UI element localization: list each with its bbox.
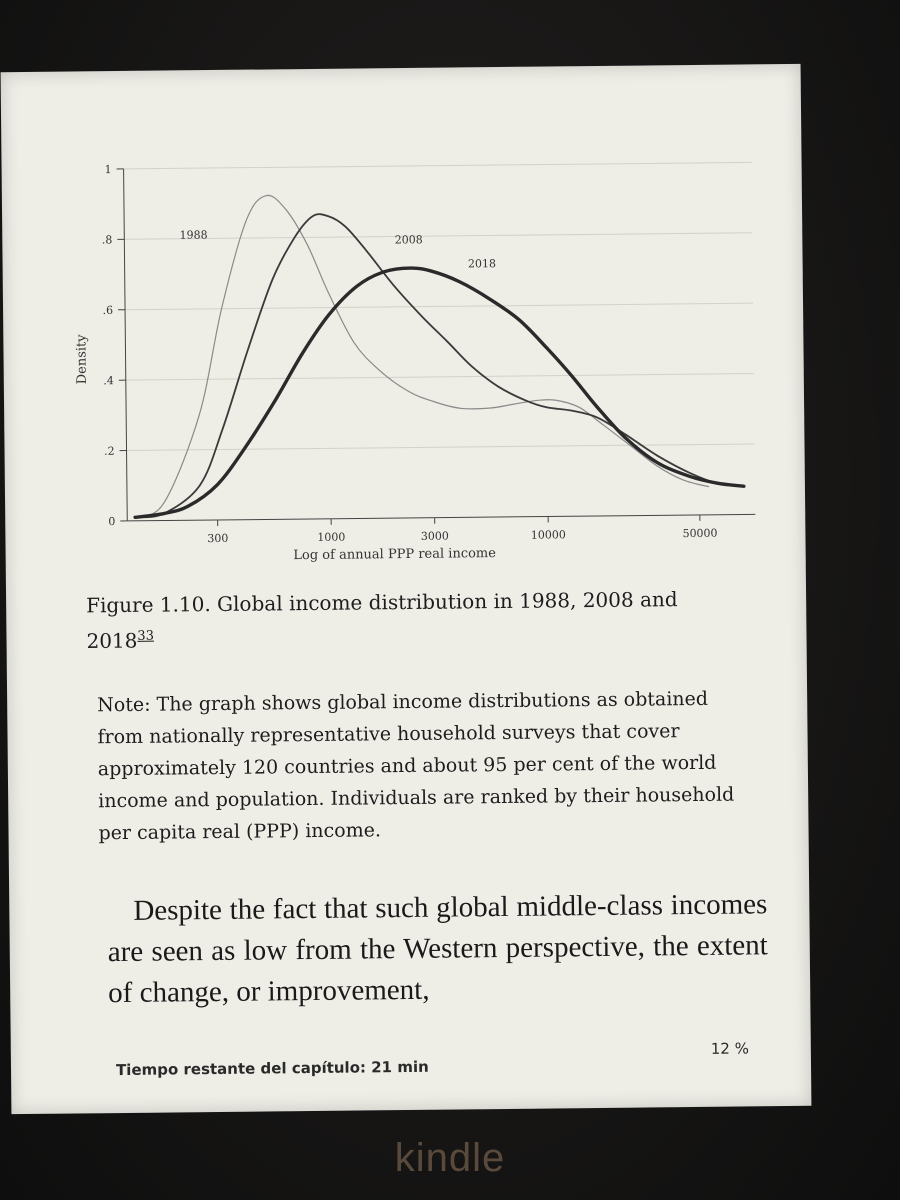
y-tick-label: .6 bbox=[102, 304, 113, 317]
label-layer: 1988 2008 2018 bbox=[180, 228, 497, 270]
x-tick-label: 3000 bbox=[421, 530, 449, 543]
caption-text: Figure 1.10. Global income distribution … bbox=[86, 587, 678, 654]
y-axis-label: Density bbox=[74, 334, 90, 385]
y-gridline bbox=[125, 373, 754, 381]
y-gridline bbox=[123, 161, 752, 170]
y-gridline bbox=[124, 232, 753, 240]
series-line-1988 bbox=[134, 194, 710, 518]
series-line-2008 bbox=[134, 213, 745, 519]
income-distribution-chart: 0 .2 .4 .6 .8 1 300 1000 3000 10000 50000 1988 2008… bbox=[61, 152, 766, 659]
x-tick-label: 1000 bbox=[317, 531, 345, 544]
x-tick-label: 50000 bbox=[682, 527, 717, 540]
series-line-2018 bbox=[133, 266, 746, 520]
y-tick-label: .2 bbox=[104, 445, 115, 458]
y-gridline bbox=[126, 443, 755, 452]
axis-layer: 0 .2 .4 .6 .8 1 300 1000 3000 10000 50000 bbox=[102, 163, 756, 545]
e-reader-page[interactable]: 0 .2 .4 .6 .8 1 300 1000 3000 10000 50000 1988 2008… bbox=[0, 63, 812, 1115]
kindle-logo: kindle bbox=[394, 1136, 506, 1180]
body-paragraph[interactable]: Despite the fact that such global middle… bbox=[107, 888, 768, 1010]
footnote-reference-link[interactable]: 33 bbox=[137, 628, 155, 644]
y-tick-label: 0 bbox=[108, 515, 115, 528]
figure-note: Note: The graph shows global income dist… bbox=[97, 687, 735, 845]
series-label-2018: 2018 bbox=[468, 257, 496, 270]
x-axis-line bbox=[127, 513, 756, 522]
grid-layer bbox=[123, 161, 755, 452]
y-tick-label: .8 bbox=[102, 233, 113, 246]
x-tick-label: 10000 bbox=[531, 528, 566, 541]
x-tick-label: 300 bbox=[207, 532, 228, 545]
y-gridline bbox=[125, 302, 754, 311]
series-label-1988: 1988 bbox=[180, 228, 208, 241]
series-label-2008: 2008 bbox=[395, 233, 423, 246]
reading-progress-percent[interactable]: 12 % bbox=[710, 1039, 750, 1058]
chapter-time-remaining[interactable]: Tiempo restante del capítulo: 21 min bbox=[115, 1057, 429, 1080]
x-axis-label: Log of annual PPP real income bbox=[293, 546, 496, 563]
y-tick-label: 1 bbox=[105, 163, 112, 176]
chart-svg: 0 .2 .4 .6 .8 1 300 1000 3000 10000 50000 1988 2008… bbox=[74, 161, 756, 563]
y-tick-label: .4 bbox=[103, 374, 114, 387]
series-layer bbox=[133, 194, 746, 520]
figure-caption: Figure 1.10. Global income distribution … bbox=[86, 582, 747, 657]
y-axis-line bbox=[123, 168, 128, 521]
